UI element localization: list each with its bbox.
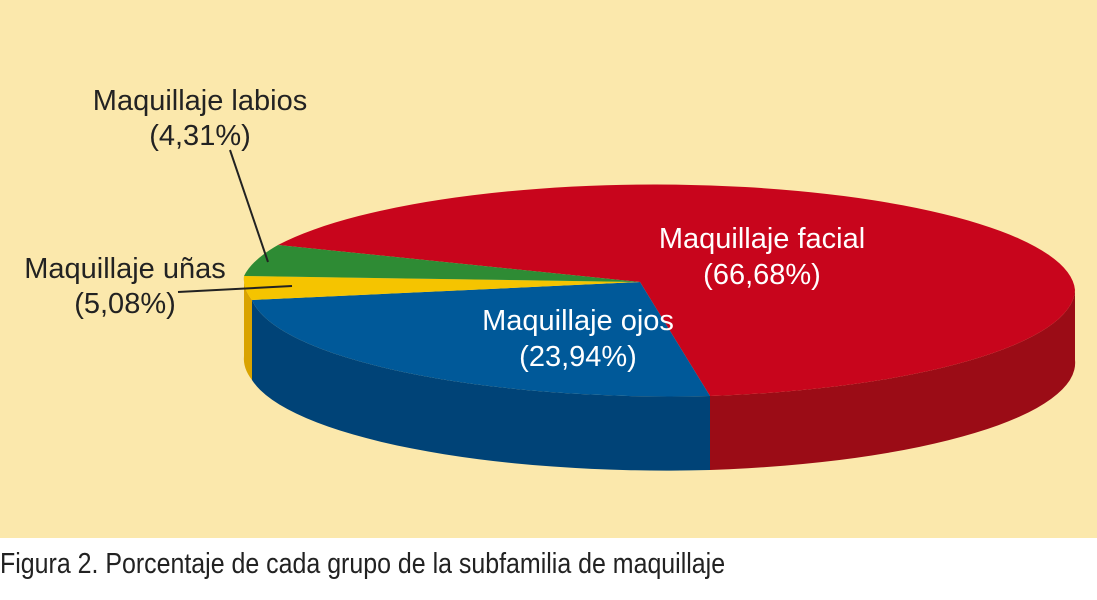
label-facial-name: Maquillaje facial	[659, 223, 865, 255]
slice-side-facial	[710, 290, 1076, 470]
label-facial-value: (66,68%)	[703, 259, 821, 291]
pie-sides	[243, 276, 1076, 471]
leader-line-unas	[177, 285, 293, 293]
slice-ojos	[252, 282, 710, 397]
leader-line-labios	[229, 149, 269, 263]
slice-side-unas	[243, 276, 252, 380]
slice-labios	[244, 245, 640, 282]
slice-unas	[243, 276, 640, 300]
label-unas-name: Maquillaje uñas	[24, 253, 226, 285]
slice-facial	[278, 184, 1075, 396]
pie-chart: Maquillaje facial (66,68%) Maquillaje oj…	[24, 85, 1076, 471]
slice-side-ojos	[252, 300, 710, 471]
label-labios-value: (4,31%)	[149, 120, 251, 152]
leader-lines	[177, 149, 293, 293]
slice-labels: Maquillaje facial (66,68%) Maquillaje oj…	[24, 85, 865, 373]
label-ojos-name: Maquillaje ojos	[482, 305, 674, 337]
label-ojos-value: (23,94%)	[519, 341, 637, 373]
figure-caption: Figura 2. Porcentaje de cada grupo de la…	[0, 548, 726, 580]
label-labios-name: Maquillaje labios	[93, 85, 307, 117]
pie-tops	[243, 184, 1075, 397]
label-unas-value: (5,08%)	[74, 288, 176, 320]
chart-panel: Maquillaje facial (66,68%) Maquillaje oj…	[0, 0, 1097, 538]
